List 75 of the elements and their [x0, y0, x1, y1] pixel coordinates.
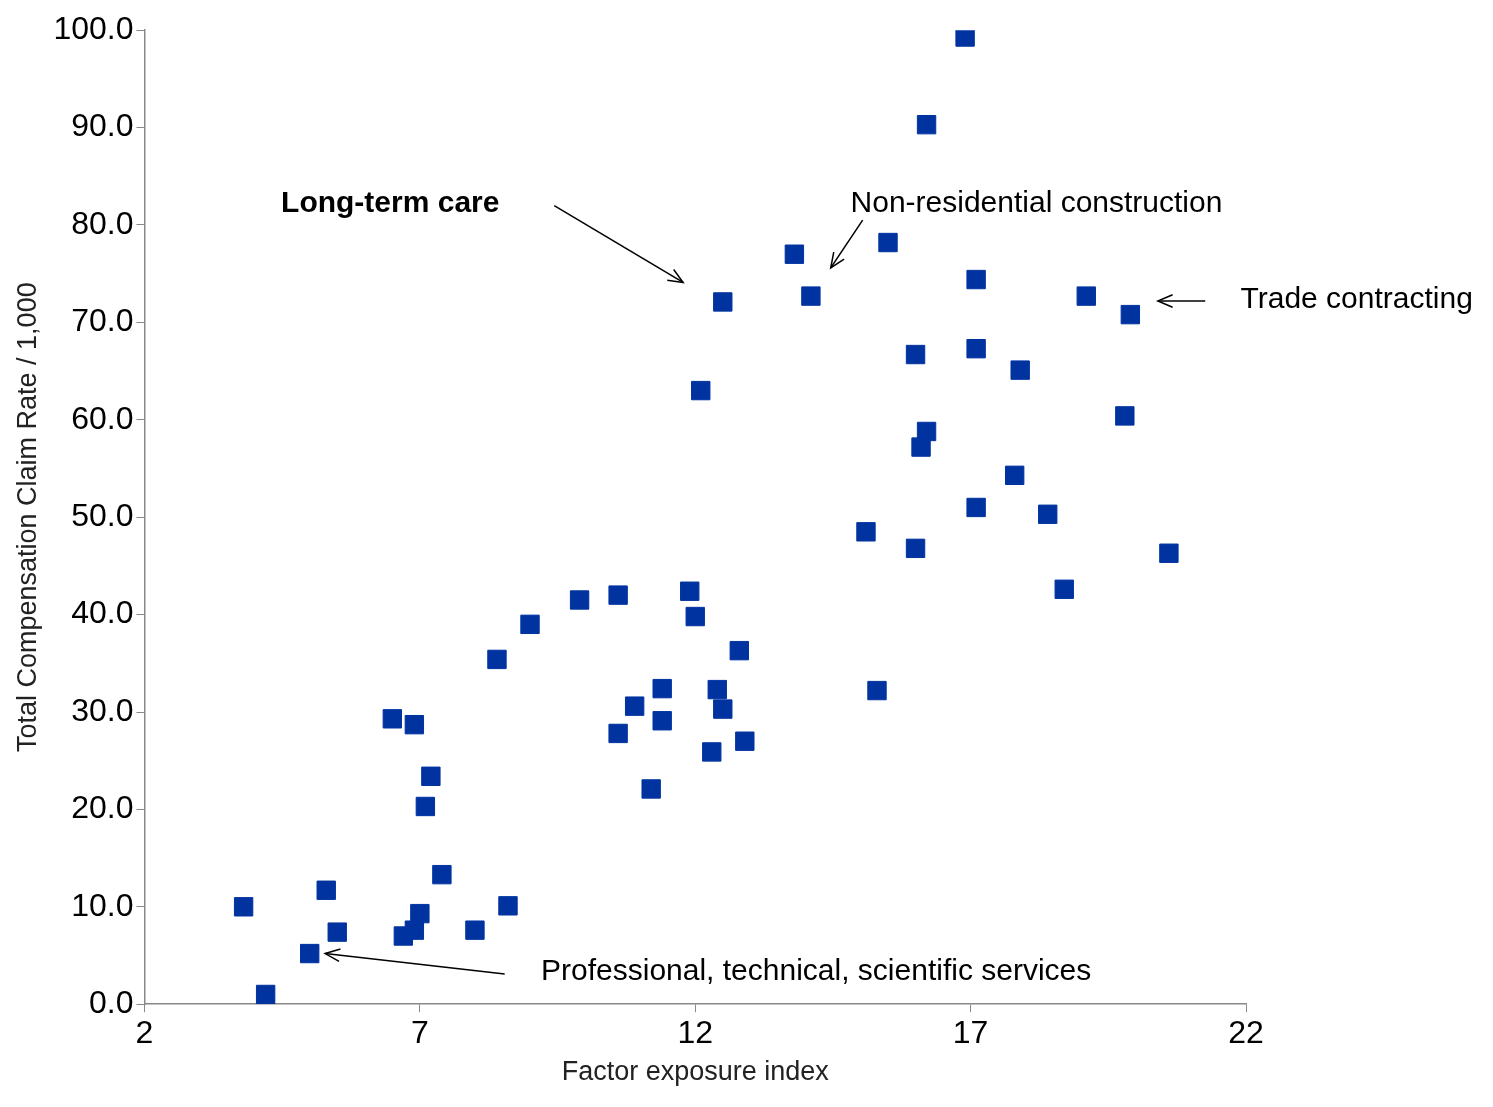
- point: [404, 920, 425, 940]
- point: [569, 590, 590, 610]
- point: [233, 897, 254, 917]
- point: [404, 714, 425, 735]
- point: [498, 896, 518, 916]
- point: [415, 796, 436, 817]
- point: [608, 723, 628, 744]
- annotation: Long-term care: [281, 184, 500, 218]
- y-tick-label: 40.0: [71, 594, 134, 631]
- annotation: Trade contracting: [1240, 281, 1473, 315]
- point: [707, 679, 727, 700]
- point: [729, 640, 749, 661]
- point: [713, 292, 733, 312]
- point: [327, 922, 347, 942]
- point: [685, 606, 705, 627]
- x-axis-title: Factor exposure index: [561, 1056, 830, 1087]
- point: [608, 585, 628, 605]
- y-axis-title: Total Compensation Claim Rate / 1,000: [11, 282, 42, 753]
- point: [713, 699, 733, 719]
- point: [1010, 360, 1030, 380]
- y-tick-label: 80.0: [71, 204, 134, 241]
- point: [1038, 504, 1058, 524]
- point: [801, 286, 821, 306]
- point: [1054, 579, 1074, 599]
- point: [784, 244, 805, 264]
- point: [905, 344, 926, 365]
- annotation: Non-residential construction: [850, 184, 1223, 218]
- point: [916, 114, 937, 135]
- point: [867, 680, 887, 701]
- y-tick-label: 100.0: [53, 10, 134, 47]
- point: [255, 984, 276, 1005]
- point: [410, 903, 430, 924]
- point: [652, 711, 672, 731]
- point: [905, 538, 926, 559]
- point: [878, 232, 898, 253]
- point: [421, 766, 441, 786]
- point: [1120, 304, 1141, 325]
- point: [966, 339, 986, 359]
- point: [432, 864, 452, 885]
- point: [680, 581, 700, 601]
- point: [487, 649, 507, 670]
- point: [382, 709, 403, 729]
- annotation: Professional, technical, scientific services: [541, 953, 1092, 987]
- point: [916, 421, 937, 442]
- point: [624, 696, 645, 716]
- y-tick-label: 60.0: [71, 399, 134, 436]
- point: [1076, 286, 1096, 306]
- point: [1115, 406, 1135, 426]
- y-tick-label: 50.0: [71, 497, 134, 534]
- point: [702, 742, 722, 762]
- x-tick-label: 2: [135, 1014, 154, 1051]
- y-tick-label: 10.0: [71, 886, 134, 923]
- point: [856, 522, 876, 542]
- point: [966, 497, 986, 518]
- y-tick-label: 70.0: [71, 302, 134, 339]
- x-tick-label: 22: [1228, 1014, 1264, 1051]
- point: [316, 880, 336, 900]
- y-tick-label: 30.0: [71, 691, 134, 728]
- point: [300, 943, 320, 964]
- point: [465, 920, 485, 940]
- x-tick-label: 17: [952, 1014, 989, 1051]
- point: [652, 678, 672, 699]
- x-tick-label: 7: [410, 1014, 429, 1051]
- point: [641, 779, 661, 799]
- point: [735, 731, 755, 751]
- point: [1159, 543, 1179, 563]
- y-tick-label: 20.0: [71, 789, 134, 826]
- point: [955, 30, 975, 47]
- point: [966, 269, 986, 290]
- point: [1004, 465, 1025, 486]
- point: [691, 380, 711, 401]
- y-tick-label: 90.0: [71, 107, 134, 144]
- y-tick-label: 0.0: [88, 984, 134, 1021]
- point: [520, 614, 540, 635]
- x-tick-label: 12: [677, 1014, 714, 1051]
